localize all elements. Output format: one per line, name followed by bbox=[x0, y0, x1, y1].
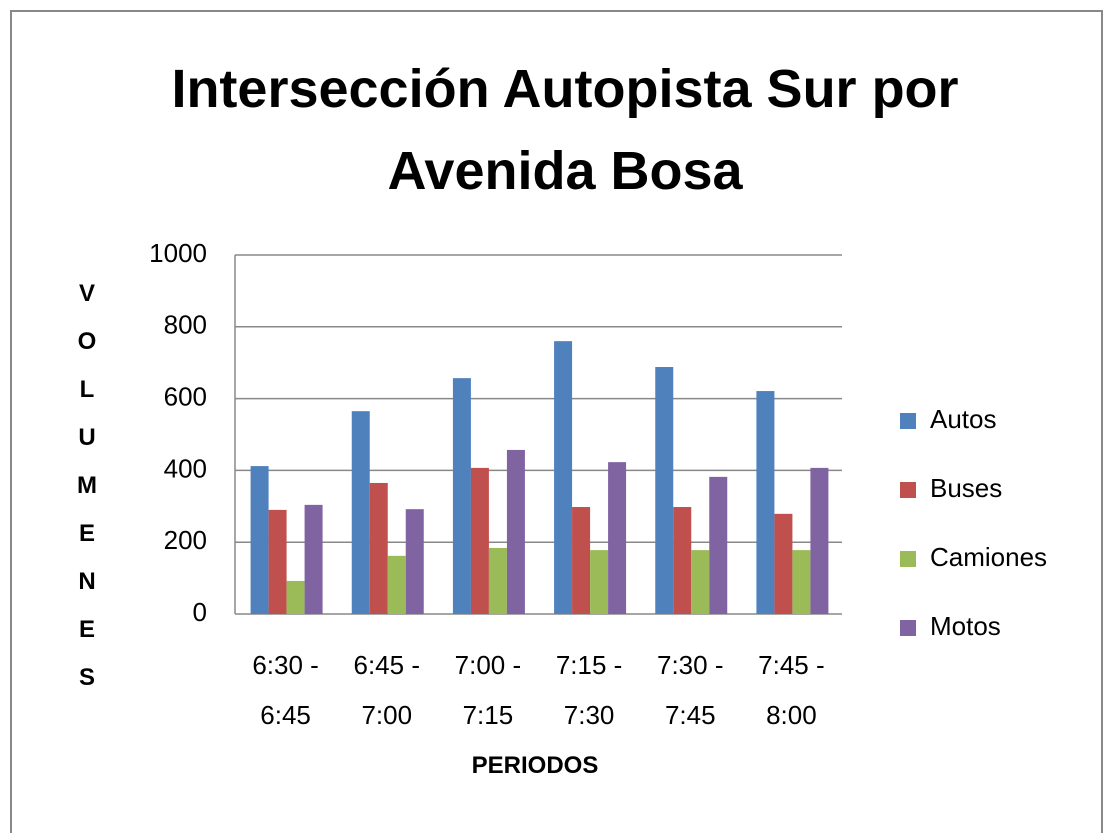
bar bbox=[608, 462, 627, 614]
legend-label: Camiones bbox=[930, 542, 1047, 572]
legend-swatch bbox=[900, 620, 916, 636]
bar bbox=[810, 467, 829, 614]
x-tick-label: 6:30 - 6:45 bbox=[252, 650, 319, 730]
bar bbox=[452, 378, 471, 614]
legend-label: Motos bbox=[930, 611, 1001, 641]
bar bbox=[506, 449, 525, 614]
bar bbox=[387, 555, 406, 614]
bar bbox=[405, 509, 424, 614]
bar bbox=[488, 547, 507, 614]
y-tick-label: 600 bbox=[164, 381, 207, 411]
bar bbox=[250, 466, 269, 614]
bar bbox=[470, 467, 489, 614]
x-tick-label: 7:00 - 7:15 bbox=[454, 650, 522, 730]
bar bbox=[268, 509, 287, 614]
y-axis-label: VOLUMENES bbox=[77, 280, 97, 691]
legend-swatch bbox=[900, 551, 916, 567]
bar bbox=[792, 550, 811, 614]
x-tick-label: 7:30 - 7:45 bbox=[657, 650, 724, 730]
y-tick-label: 0 bbox=[193, 597, 207, 627]
bar bbox=[572, 507, 591, 614]
bar bbox=[673, 507, 692, 614]
bar bbox=[709, 476, 728, 614]
bar bbox=[369, 482, 388, 614]
legend-swatch bbox=[900, 482, 916, 498]
legend-label: Autos bbox=[930, 404, 997, 434]
y-tick-label: 400 bbox=[164, 453, 207, 483]
bar bbox=[590, 550, 609, 614]
x-tick-label: 7:45 - 8:00 bbox=[758, 650, 825, 730]
x-tick-label: 6:45 - 7:00 bbox=[353, 650, 421, 730]
bar bbox=[655, 367, 674, 614]
chart-title: Intersección Autopista Sur por Avenida B… bbox=[171, 59, 959, 201]
x-tick-label: 7:15 - 7:30 bbox=[555, 650, 623, 730]
bar bbox=[756, 391, 775, 614]
bar bbox=[554, 341, 573, 614]
bar bbox=[304, 504, 323, 614]
bar bbox=[351, 411, 370, 614]
bar bbox=[774, 513, 793, 614]
frame bbox=[10, 10, 1103, 833]
y-tick-label: 200 bbox=[164, 525, 207, 555]
bar bbox=[286, 580, 305, 614]
x-axis-label: PERIODOS bbox=[471, 752, 599, 779]
legend-label: Buses bbox=[930, 473, 1002, 503]
y-tick-label: 1000 bbox=[149, 238, 207, 268]
y-tick-label: 800 bbox=[164, 310, 207, 340]
bar bbox=[691, 550, 710, 614]
legend-swatch bbox=[900, 413, 916, 429]
